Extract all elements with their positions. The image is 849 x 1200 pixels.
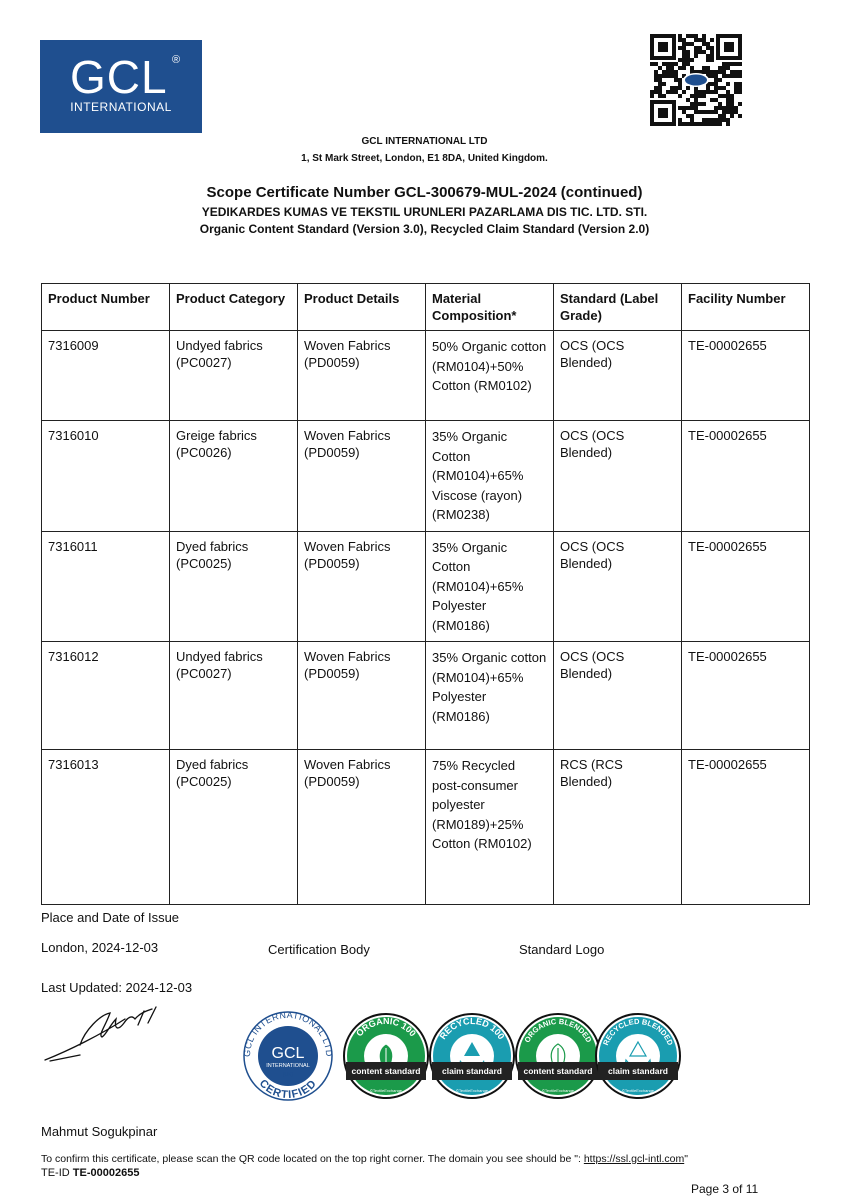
cell-facility-number: TE-00002655 [681,530,810,642]
certification-body-label: Certification Body [268,942,370,957]
org-address: 1, St Mark Street, London, E1 8DA, Unite… [301,153,548,164]
logo-registered-mark: ® [172,54,181,66]
header-product-number: Product Number [41,283,170,331]
table-row: 7316009 Undyed fabrics (PC0027) Woven Fa… [41,330,810,421]
svg-text:content standard: content standard [524,1066,593,1076]
svg-text:©TextileExchange: ©TextileExchange [542,1088,575,1093]
confirm-note: To confirm this certificate, please scan… [41,1153,688,1165]
logo-subtext: INTERNATIONAL [70,100,172,114]
cell-facility-number: TE-00002655 [681,749,810,905]
table-row: 7316013 Dyed fabrics (PC0025) Woven Fabr… [41,749,810,905]
org-name: GCL INTERNATIONAL LTD [361,136,488,147]
te-id-value: TE-00002655 [72,1167,140,1179]
seal-country: (UK) [283,1072,294,1078]
seal-center-text: GCL [272,1045,305,1062]
qr-code-icon[interactable] [650,34,742,126]
cell-product-category: Undyed fabrics (PC0027) [169,641,298,750]
cell-product-number: 7316013 [41,749,170,905]
svg-text:©TextileExchange: ©TextileExchange [456,1088,489,1093]
te-id-line: TE-ID TE-00002655 [41,1167,139,1179]
cell-material-composition: 35% Organic cotton (RM0104)+65% Polyeste… [425,641,554,750]
cell-product-details: Woven Fabrics (PD0059) [297,420,426,532]
cell-product-number: 7316012 [41,641,170,750]
signer-name: Mahmut Sogukpinar [41,1124,158,1139]
header-material-composition: Material Composition* [425,283,554,331]
cell-standard: RCS (RCS Blended) [553,749,682,905]
confirm-text: To confirm this certificate, please scan… [41,1153,584,1165]
cell-product-details: Woven Fabrics (PD0059) [297,330,426,421]
domain-link[interactable]: https://ssl.gcl-intl.com [583,1153,685,1165]
header-standard: Standard (Label Grade) [553,283,682,331]
cell-facility-number: TE-00002655 [681,420,810,532]
logo-text: GCL [70,51,168,103]
table-row: 7316012 Undyed fabrics (PC0027) Woven Fa… [41,641,810,750]
signature-icon [44,1006,157,1062]
svg-text:content standard: content standard [352,1066,421,1076]
seal-center-subtext: INTERNATIONAL [266,1063,310,1069]
standards-line: Organic Content Standard (Version 3.0), … [199,222,650,236]
cell-standard: OCS (OCS Blended) [553,530,682,642]
gcl-logo: GCL ® INTERNATIONAL [40,40,202,133]
recycled-blended-badge-icon: RECYCLED BLENDED claim standard ©Textile… [595,1013,681,1099]
cell-product-details: Woven Fabrics (PD0059) [297,530,426,642]
place-date-label: Place and Date of Issue [41,910,180,925]
header-product-details: Product Details [297,283,426,331]
cell-material-composition: 75% Recycled post-consumer polyester (RM… [425,749,554,905]
cell-material-composition: 50% Organic cotton (RM0104)+50% Cotton (… [425,330,554,421]
certificate-title: Scope Certificate Number GCL-300679-MUL-… [206,184,643,201]
header-facility-number: Facility Number [681,283,810,331]
te-id-label: TE-ID [41,1167,70,1179]
cell-product-details: Woven Fabrics (PD0059) [297,641,426,750]
cell-material-composition: 35% Organic Cotton (RM0104)+65% Polyeste… [425,530,554,642]
cell-product-number: 7316009 [41,330,170,421]
products-table: Product Number Product Category Product … [41,283,810,905]
cell-product-number: 7316011 [41,530,170,642]
svg-text:©TextileExchange: ©TextileExchange [370,1088,403,1093]
cell-product-category: Dyed fabrics (PC0025) [169,749,298,905]
page-number: Page 3 of 11 [691,1182,759,1196]
cell-product-category: Greige fabrics (PC0026) [169,420,298,532]
cell-facility-number: TE-00002655 [681,641,810,750]
table-row: 7316010 Greige fabrics (PC0026) Woven Fa… [41,420,810,532]
cell-standard: OCS (OCS Blended) [553,641,682,750]
recycled-100-badge-icon: RECYCLED 100 claim standard ©TextileExch… [429,1013,515,1099]
cell-product-category: Dyed fabrics (PC0025) [169,530,298,642]
confirm-end: " [684,1153,688,1165]
gcl-certified-seal-icon: GCL INTERNATIONAL LTD GCL INTERNATIONAL … [242,1010,334,1101]
cell-facility-number: TE-00002655 [681,330,810,421]
svg-text:©TextileExchange: ©TextileExchange [622,1088,655,1093]
last-updated: Last Updated: 2024-12-03 [41,980,193,995]
cell-product-number: 7316010 [41,420,170,532]
cell-standard: OCS (OCS Blended) [553,420,682,532]
table-row: 7316011 Dyed fabrics (PC0025) Woven Fabr… [41,530,810,642]
organic-blended-badge-icon: ORGANIC BLENDED content standard ©Textil… [515,1013,601,1099]
svg-text:claim standard: claim standard [442,1066,502,1076]
cell-standard: OCS (OCS Blended) [553,330,682,421]
company-name: YEDIKARDES KUMAS VE TEKSTIL URUNLERI PAZ… [201,205,648,219]
certification-logos: GCL INTERNATIONAL LTD GCL INTERNATIONAL … [242,1010,681,1101]
cell-material-composition: 35% Organic Cotton (RM0104)+65% Viscose … [425,420,554,532]
standard-logo-label: Standard Logo [519,942,605,957]
cell-product-details: Woven Fabrics (PD0059) [297,749,426,905]
issue-place-date: London, 2024-12-03 [41,940,159,955]
cell-product-category: Undyed fabrics (PC0027) [169,330,298,421]
table-header-row: Product Number Product Category Product … [41,283,810,331]
header-product-category: Product Category [169,283,298,331]
organic-100-badge-icon: ORGANIC 100 content standard ©TextileExc… [343,1013,429,1099]
svg-text:claim standard: claim standard [608,1066,668,1076]
